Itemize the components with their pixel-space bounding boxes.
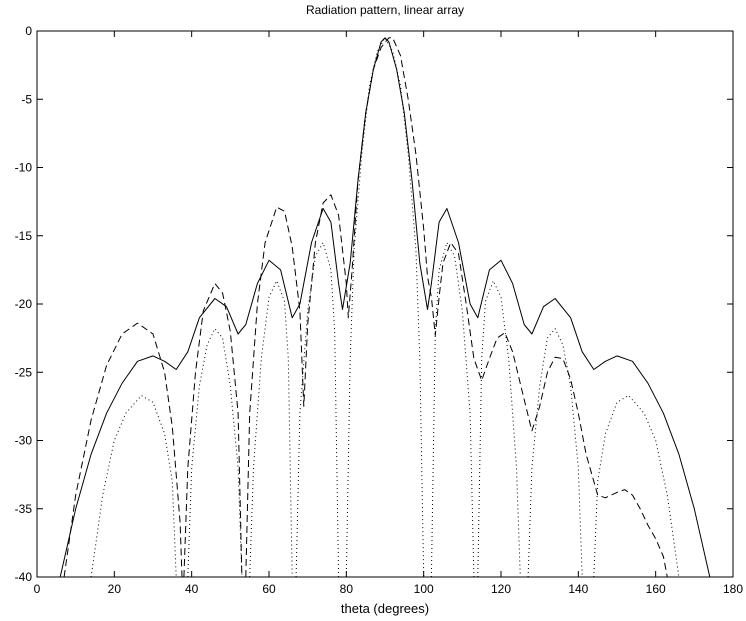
plot-frame [36, 30, 734, 578]
x-axis-label: theta (degrees) [341, 601, 429, 616]
series-line-dashed [63, 37, 668, 578]
y-axis-ticks: 0 -5 -10 -15 -20 -25 -30 -35 -40 [15, 24, 733, 584]
series-layer [59, 37, 711, 578]
x-tick-label: 160 [646, 582, 666, 596]
y-tick-label: -30 [15, 434, 33, 448]
y-tick-label: -40 [15, 570, 33, 584]
x-tick-label: 60 [262, 582, 276, 596]
y-tick-label: -5 [21, 92, 32, 106]
x-tick-label: 20 [108, 582, 122, 596]
x-tick-label: 140 [568, 582, 588, 596]
x-tick-label: 180 [723, 582, 743, 596]
y-tick-label: -15 [15, 229, 33, 243]
y-tick-label: -25 [15, 365, 33, 379]
x-tick-label: 120 [491, 582, 511, 596]
series-line-dotted [90, 37, 680, 578]
x-tick-label: 0 [34, 582, 41, 596]
chart-title: Radiation pattern, linear array [306, 3, 464, 17]
y-tick-label: -10 [15, 161, 33, 175]
y-tick-label: 0 [25, 24, 32, 38]
y-tick-label: -20 [15, 297, 33, 311]
x-tick-label: 80 [340, 582, 354, 596]
x-axis-ticks: 0 20 40 60 80 100 120 140 160 180 [34, 31, 743, 596]
y-tick-label: -35 [15, 502, 33, 516]
x-tick-label: 40 [185, 582, 199, 596]
series-line-solid [59, 37, 711, 578]
x-tick-label: 100 [414, 582, 434, 596]
